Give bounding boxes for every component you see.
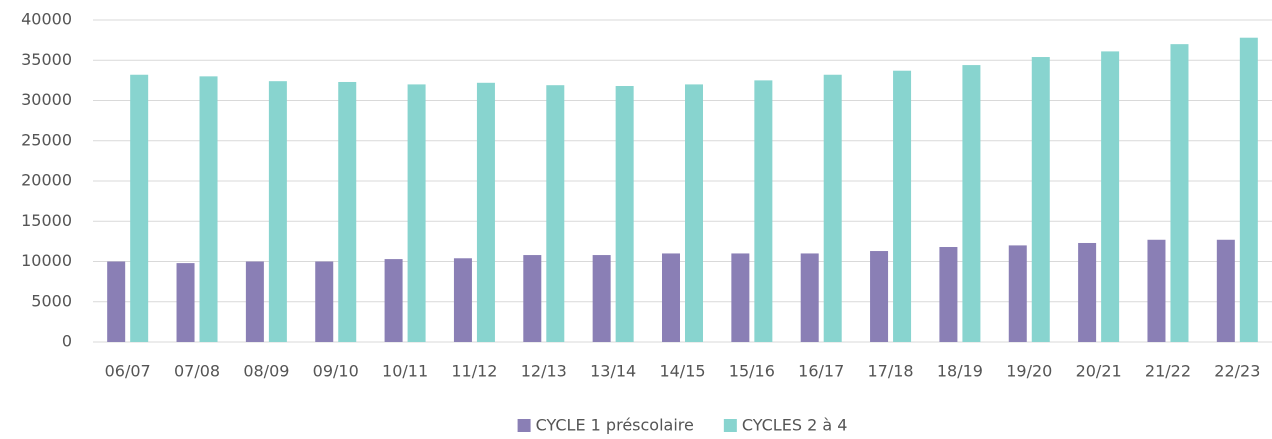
y-tick-label: 5000 xyxy=(31,291,72,310)
bar xyxy=(1170,44,1189,343)
bar xyxy=(870,251,889,342)
y-tick-label: 25000 xyxy=(21,130,72,149)
y-tick-label: 10000 xyxy=(21,251,72,270)
bar xyxy=(1008,245,1027,342)
bar xyxy=(1078,242,1097,342)
y-tick-label: 0 xyxy=(62,332,72,351)
bar xyxy=(384,259,403,342)
x-tick-label: 09/10 xyxy=(313,362,359,381)
bar xyxy=(130,74,149,343)
bar xyxy=(338,81,357,343)
x-tick-label: 22/23 xyxy=(1214,362,1260,381)
legend-label: CYCLE 1 préscolaire xyxy=(536,416,694,435)
bar xyxy=(453,258,472,342)
bar xyxy=(407,84,426,343)
bar xyxy=(546,85,565,342)
x-tick-label: 21/22 xyxy=(1145,362,1191,381)
y-tick-label: 15000 xyxy=(21,211,72,230)
bar xyxy=(1147,239,1166,342)
x-tick-label: 15/16 xyxy=(729,362,775,381)
bar xyxy=(268,81,287,343)
bar xyxy=(893,70,912,342)
bar xyxy=(176,263,195,342)
bar xyxy=(731,253,750,342)
x-tick-label: 18/19 xyxy=(937,362,983,381)
legend-label: CYCLES 2 à 4 xyxy=(742,416,848,435)
y-tick-label: 20000 xyxy=(21,171,72,190)
y-tick-label: 30000 xyxy=(21,90,72,109)
bar xyxy=(315,261,334,342)
bar xyxy=(1101,51,1120,343)
bar xyxy=(823,74,842,343)
bar xyxy=(685,84,703,343)
x-tick-label: 11/12 xyxy=(451,362,497,381)
bar xyxy=(1031,57,1050,342)
x-tick-label: 06/07 xyxy=(105,362,151,381)
x-tick-label: 16/17 xyxy=(798,362,844,381)
bar xyxy=(476,82,495,342)
bar xyxy=(615,86,634,342)
bar xyxy=(523,255,542,342)
bar xyxy=(662,253,680,342)
x-tick-label: 13/14 xyxy=(590,362,636,381)
x-tick-label: 17/18 xyxy=(868,362,914,381)
x-tick-label: 12/13 xyxy=(521,362,567,381)
x-tick-label: 10/11 xyxy=(382,362,428,381)
bar xyxy=(245,261,264,342)
bar xyxy=(1239,37,1258,343)
legend: CYCLE 1 préscolaire CYCLES 2 à 4 xyxy=(517,416,848,435)
x-tick-label: 08/09 xyxy=(243,362,289,381)
x-tick-label: 20/21 xyxy=(1076,362,1122,381)
x-tick-label: 19/20 xyxy=(1006,362,1052,381)
bar xyxy=(939,247,958,342)
legend-swatch xyxy=(517,419,531,432)
bar xyxy=(592,255,611,342)
bar xyxy=(800,253,819,342)
y-tick-label: 35000 xyxy=(21,50,72,69)
y-tick-label: 40000 xyxy=(21,10,72,29)
bar xyxy=(199,76,218,342)
x-tick-label: 07/08 xyxy=(174,362,220,381)
bar xyxy=(1216,239,1235,342)
bar xyxy=(754,80,773,342)
legend-swatch xyxy=(723,419,737,432)
bar xyxy=(107,261,126,342)
bar xyxy=(962,65,981,342)
x-tick-label: 14/15 xyxy=(659,362,705,381)
